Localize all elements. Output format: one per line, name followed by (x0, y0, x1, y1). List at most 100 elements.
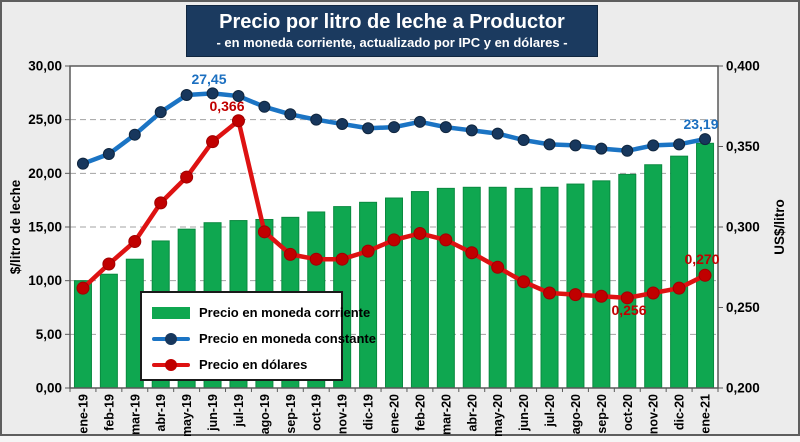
series-marker (336, 117, 349, 130)
bar (670, 155, 689, 389)
series-marker (180, 88, 193, 101)
series-marker (517, 275, 531, 289)
x-axis-label: jun-20 (517, 394, 531, 432)
series-marker (284, 108, 297, 121)
x-axis-label: ene-20 (388, 394, 402, 434)
left-axis-tick-label: 20,00 (28, 166, 62, 181)
x-axis-ticks: ene-19 feb-19 mar-19 abr-19 may-19 jun-19 jul-… (69, 388, 719, 436)
x-axis-label: nov-19 (336, 394, 350, 434)
x-axis-label: may-20 (491, 394, 505, 436)
legend-item-moneda-corriente: Precio en moneda corriente (152, 301, 370, 324)
series-marker (672, 281, 686, 295)
series-marker (621, 144, 634, 157)
series-marker (206, 135, 220, 149)
legend-label: Precio en dólares (199, 357, 308, 372)
series-marker (102, 148, 115, 161)
bar (644, 164, 663, 389)
legend-label: Precio en moneda corriente (199, 305, 371, 320)
x-axis-label: jul-19 (232, 394, 246, 428)
series-marker (647, 139, 660, 152)
series-marker (465, 246, 479, 260)
right-axis-ticks: 0,200 0,250 0,300 0,350 0,400 (718, 59, 760, 396)
right-axis-tick-label: 0,300 (726, 220, 760, 235)
series-marker (595, 142, 608, 155)
x-axis-label: mar-20 (439, 394, 453, 435)
x-axis-label: feb-20 (413, 394, 427, 431)
series-marker (102, 257, 116, 271)
bar (436, 187, 455, 389)
plot-border (69, 65, 719, 389)
series-marker (310, 113, 323, 126)
series-marker (646, 286, 660, 300)
x-axis-label: mar-19 (128, 394, 142, 435)
bar (410, 191, 429, 389)
left-axis-tick-label: 10,00 (28, 273, 62, 288)
data-label-red-min: 0,256 (611, 302, 646, 318)
series-marker (568, 288, 582, 302)
series-marker (413, 115, 426, 128)
series-marker (283, 247, 297, 261)
series-marker (231, 114, 245, 128)
series-marker (361, 244, 375, 258)
right-axis-tick-label: 0,250 (726, 300, 760, 315)
series-marker (699, 133, 712, 146)
series-marker (258, 100, 271, 113)
series-marker (232, 90, 245, 103)
bar (462, 186, 481, 389)
series-marker (491, 127, 504, 140)
right-axis-tick-label: 0,400 (726, 59, 760, 74)
series-marker (387, 233, 401, 247)
series-marker (594, 289, 608, 303)
series-marker (76, 157, 89, 170)
left-axis-tick-label: 25,00 (28, 112, 62, 127)
legend-item-moneda-constante: Precio en moneda constante (152, 327, 376, 350)
series-marker (128, 234, 142, 248)
x-axis-label: dic-20 (673, 394, 687, 430)
series-marker (180, 170, 194, 184)
x-axis-label: sep-19 (284, 394, 298, 434)
series-marker (257, 225, 271, 239)
bar (99, 273, 118, 389)
right-axis-title: US$/litro (772, 199, 787, 255)
data-label-red-last: 0,270 (684, 251, 719, 267)
series-marker (439, 121, 452, 134)
left-axis-tick-label: 5,00 (36, 327, 62, 342)
legend-swatch-blue-line-icon (152, 332, 190, 346)
bar (618, 173, 637, 389)
series-marker (154, 106, 167, 119)
series-marker (673, 138, 686, 151)
series-marker (128, 128, 141, 141)
left-axis-tick-label: 30,00 (28, 59, 62, 74)
series-marker (465, 124, 478, 137)
series-marker (543, 138, 556, 151)
series-marker (439, 233, 453, 247)
x-axis-label: oct-19 (310, 394, 324, 431)
x-axis-label: abr-20 (465, 394, 479, 432)
x-axis-label: ene-21 (699, 394, 713, 434)
series-marker (154, 196, 168, 210)
left-axis-tick-label: 15,00 (28, 220, 62, 235)
left-axis-ticks: 0,00 5,00 10,00 15,00 20,00 25,00 30,00 (28, 59, 70, 396)
series-marker (309, 252, 323, 266)
series-marker (569, 139, 582, 152)
bar (73, 280, 92, 389)
x-axis-label: ene-19 (76, 394, 90, 434)
series-marker (362, 122, 375, 135)
right-axis-tick-label: 0,200 (726, 381, 760, 396)
bar (488, 186, 507, 389)
x-axis-label: oct-20 (621, 394, 635, 431)
x-axis-label: jul-20 (543, 394, 557, 428)
bar (359, 201, 378, 389)
legend-swatch-red-line-icon (152, 358, 190, 372)
chart-title-box: Precio por litro de leche a Productor - … (186, 5, 598, 57)
chart-title: Precio por litro de leche a Productor (219, 11, 565, 33)
x-axis-label: ago-20 (569, 394, 583, 434)
x-axis-label: may-19 (180, 394, 194, 436)
right-axis-tick-label: 0,350 (726, 139, 760, 154)
line-series-moneda-constante (76, 87, 712, 170)
series-marker (206, 87, 219, 100)
data-label-red-peak: 0,366 (209, 98, 244, 114)
x-axis-label: ago-19 (258, 394, 272, 434)
